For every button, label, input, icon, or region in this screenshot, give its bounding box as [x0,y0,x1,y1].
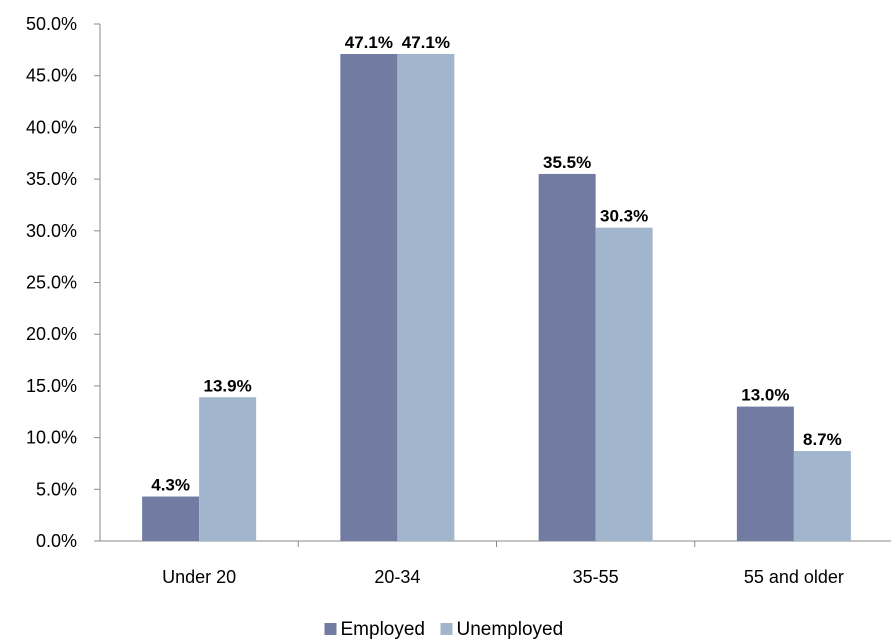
category-label: 55 and older [744,567,844,587]
data-label: 13.9% [204,376,252,395]
data-label: 47.1% [402,33,450,52]
bar-employed-2 [538,173,596,541]
legend-label: Unemployed [457,619,564,640]
y-tick-label: 45.0% [26,66,77,86]
data-label: 8.7% [803,430,842,449]
legend: Employed Unemployed [324,619,564,640]
y-tick-label: 30.0% [26,221,77,241]
legend-swatch [324,623,337,635]
bar-unemployed-2 [595,227,653,541]
y-tick-label: 40.0% [26,117,77,137]
y-tick-label: 35.0% [26,169,77,189]
category-labels: Under 20 20-34 35-55 55 and older [162,567,844,587]
bar-unemployed-1 [397,53,455,542]
bar-employed-0 [142,496,200,541]
y-tick-label: 5.0% [36,479,77,499]
legend-label: Employed [341,619,426,640]
legend-item-employed: Employed [324,619,426,640]
bar-unemployed-0 [199,397,257,541]
category-label: 20-34 [374,567,420,587]
data-label: 35.5% [543,153,591,172]
legend-swatch [440,623,453,635]
bar-unemployed-3 [793,451,851,541]
data-label: 4.3% [151,476,190,495]
y-tick-label: 10.0% [26,428,77,448]
y-axis-ticks: 0.0% 5.0% 10.0% 15.0% 20.0% 25.0% 30.0% 35.0% 40… [26,14,100,551]
y-tick-label: 20.0% [26,324,77,344]
data-label: 13.0% [741,386,789,405]
legend-item-unemployed: Unemployed [440,619,564,640]
category-label: 35-55 [573,567,619,587]
y-tick-label: 25.0% [26,273,77,293]
data-label: 30.3% [600,207,648,226]
bar-employed-1 [340,53,398,542]
y-tick-label: 0.0% [36,531,77,551]
bar-employed-3 [736,406,794,541]
bars [142,53,851,542]
data-label: 47.1% [345,33,393,52]
y-tick-label: 50.0% [26,14,77,34]
category-label: Under 20 [162,567,236,587]
y-tick-label: 15.0% [26,376,77,396]
data-labels: 4.3% 13.9% 47.1% 47.1% 35.5% 30.3% 13.0% 8.7% [151,33,842,495]
